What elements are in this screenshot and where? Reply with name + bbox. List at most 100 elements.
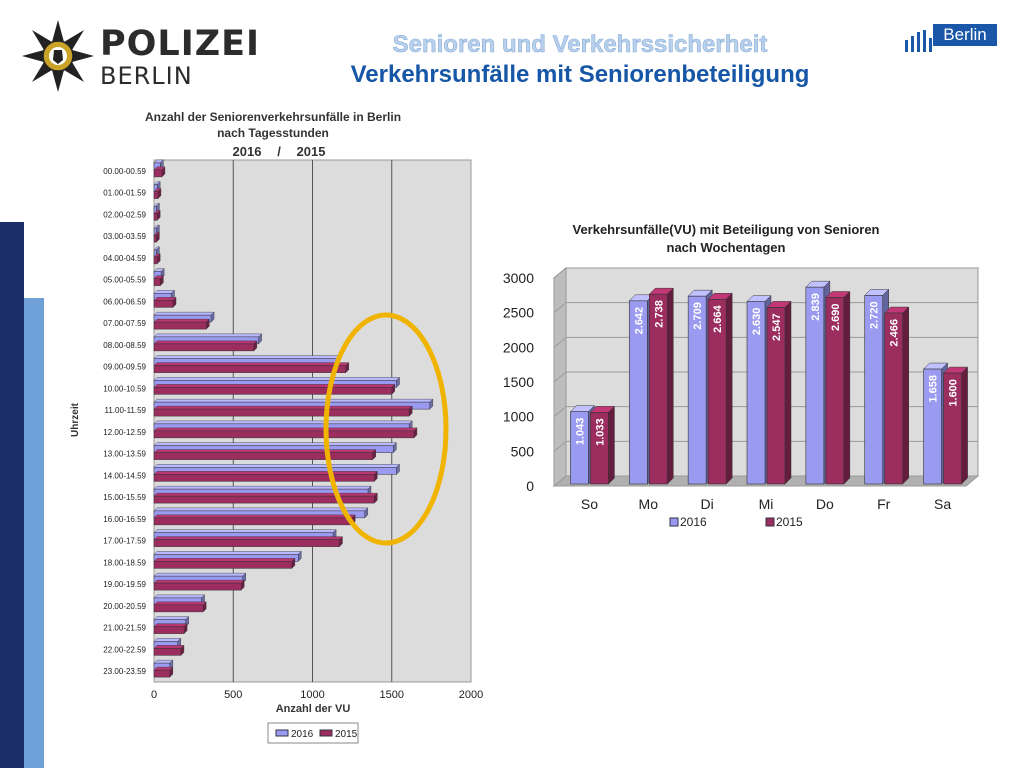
- side-bar-dark: [0, 222, 24, 768]
- weekday-bar-2015-So: 1.033: [589, 405, 616, 485]
- hourly-y-tick-label: 14.00-14.59: [103, 471, 146, 480]
- weekday-x-tick-label: Do: [816, 496, 834, 512]
- hourly-bar-2015-17: [153, 536, 343, 548]
- hourly-bar-2015-18: [153, 557, 296, 569]
- weekday-gridline-wall: [553, 336, 567, 348]
- hourly-bar-2015-12: [153, 427, 418, 439]
- weekday-x-tick-label: Sa: [934, 496, 951, 512]
- berlin-bars-icon: [905, 30, 933, 52]
- weekday-bar-2016-So: 1.043: [569, 405, 596, 485]
- weekday-data-label: 2.738: [653, 300, 665, 328]
- hourly-bar-2015-13: [153, 449, 377, 461]
- weekday-title-line-2: nach Wochentagen: [667, 240, 786, 255]
- weekday-bar-2015-Mo: 2.738: [648, 287, 674, 485]
- hourly-y-tick-label: 15.00-15.59: [103, 493, 146, 502]
- hourly-y-tick-label: 16.00-16.59: [103, 515, 146, 524]
- weekday-y-tick-label: 2500: [503, 305, 534, 321]
- hourly-bar-2016-14: [153, 463, 400, 475]
- hourly-y-tick-label: 05.00-05.59: [103, 276, 146, 285]
- legend-swatch-2016: [275, 729, 289, 737]
- hourly-bar-2015-3: [153, 231, 160, 243]
- weekday-bar-2016-Sa: 1.658: [922, 362, 949, 485]
- hourly-y-tick-label: 08.00-08.59: [103, 341, 146, 350]
- hourly-bar-2016-16: [153, 507, 369, 519]
- weekday-data-label: 2.630: [751, 308, 763, 336]
- title-line-1: Senioren und Verkehrssicherheit: [392, 31, 768, 59]
- weekday-data-label: 2.839: [810, 293, 822, 321]
- weekday-accidents-chart: Verkehrsunfälle(VU) mit Beteiligung von …: [503, 222, 980, 529]
- weekday-y-tick-label: 2000: [503, 339, 534, 355]
- hourly-x-tick-label: 0: [151, 689, 157, 701]
- hourly-y-tick-label: 22.00-22.59: [103, 645, 146, 654]
- hourly-bar-2015-20: [153, 601, 207, 613]
- hourly-legend: 2016 2015: [267, 722, 359, 744]
- berlin-logo-text: Berlin: [933, 24, 997, 46]
- weekday-y-tick-label: 500: [511, 443, 535, 459]
- weekday-y-tick-label: 3000: [503, 270, 534, 286]
- weekday-data-label: 2.642: [633, 307, 645, 335]
- title-line-2: Verkehrsunfälle mit Seniorenbeteiligung: [350, 61, 810, 88]
- hourly-y-tick-label: 03.00-03.59: [103, 232, 146, 241]
- highlight-ellipse: [323, 312, 449, 546]
- weekday-legend-label-2016: 2016: [680, 515, 707, 529]
- hourly-bar-2015-2: [153, 209, 161, 221]
- hourly-x-tick-label: 500: [224, 689, 242, 701]
- hourly-bar-2016-20: [153, 594, 206, 606]
- hourly-y-tick-label: 18.00-18.59: [103, 558, 146, 567]
- weekday-data-label: 1.043: [574, 418, 586, 446]
- weekday-x-tick-label: Mo: [639, 496, 659, 512]
- weekday-legend-label-2015: 2015: [776, 515, 803, 529]
- hourly-bar-2015-8: [153, 340, 258, 352]
- hourly-bar-2015-23: [153, 666, 174, 678]
- hourly-y-tick-label: 20.00-20.59: [103, 602, 146, 611]
- hourly-y-tick-label: 02.00-02.59: [103, 210, 146, 219]
- weekday-bar-2015-Sa: 1.600: [942, 366, 969, 485]
- hourly-bar-2015-19: [153, 579, 245, 591]
- hourly-bar-2015-15: [153, 492, 378, 504]
- weekday-data-label: 2.466: [889, 319, 901, 347]
- hourly-y-tick-label: 17.00-17.59: [103, 537, 146, 546]
- hourly-bar-2015-4: [153, 253, 161, 265]
- hourly-title-line-1: Anzahl der Seniorenverkehrsunfälle in Be…: [145, 110, 401, 124]
- berlin-logo: Berlin: [905, 24, 997, 52]
- weekday-gridline-wall: [553, 406, 567, 418]
- weekday-bar-2015-Fr: 2.466: [884, 306, 910, 485]
- weekday-y-tick-label: 0: [526, 478, 534, 494]
- hourly-y-axis-label: Uhrzeit: [70, 402, 81, 437]
- legend-label-2016: 2016: [291, 729, 314, 740]
- hourly-bar-2015-16: [153, 514, 356, 526]
- hourly-y-tick-label: 13.00-13.59: [103, 450, 146, 459]
- hourly-bar-2015-9: [153, 362, 350, 374]
- hourly-bar-2015-11: [153, 405, 413, 417]
- weekday-title-line-1: Verkehrsunfälle(VU) mit Beteiligung von …: [572, 222, 879, 237]
- hourly-y-tick-label: 01.00-01.59: [103, 189, 146, 198]
- police-star-icon: [22, 20, 94, 92]
- weekday-gridline-wall: [553, 302, 567, 314]
- hourly-title-slash: /: [277, 144, 281, 159]
- hourly-y-tick-label: 06.00-06.59: [103, 297, 146, 306]
- weekday-y-tick-label: 1500: [503, 374, 534, 390]
- hourly-x-axis-label: Anzahl der VU: [276, 703, 351, 715]
- hourly-y-tick-label: 21.00-21.59: [103, 624, 146, 633]
- weekday-bar-2015-Do: 2.690: [825, 290, 851, 485]
- weekday-data-label: 2.664: [712, 304, 724, 332]
- hourly-bar-2016-21: [153, 616, 190, 628]
- hourly-bar-2016-17: [153, 529, 337, 541]
- weekday-gridline-wall: [553, 267, 567, 279]
- hourly-title-year-2015: 2015: [297, 144, 326, 159]
- weekday-data-label: 1.033: [594, 418, 606, 446]
- hourly-x-tick-label: 1500: [380, 689, 404, 701]
- hourly-bar-2016-15: [153, 485, 372, 497]
- weekday-data-label: 2.709: [692, 302, 704, 330]
- weekday-x-tick-label: Mi: [759, 496, 774, 512]
- weekday-x-tick-label: So: [581, 496, 598, 512]
- hourly-title-line-2: nach Tagesstunden: [217, 126, 329, 140]
- hourly-y-tick-label: 19.00-19.59: [103, 580, 146, 589]
- weekday-bar-2015-Di: 2.664: [707, 292, 733, 485]
- hourly-bar-2015-22: [153, 644, 185, 656]
- weekday-y-tick-label: 1000: [503, 409, 534, 425]
- hourly-bar-2015-5: [153, 275, 164, 287]
- hourly-bar-2015-0: [153, 166, 166, 178]
- hourly-bar-2015-21: [153, 623, 188, 635]
- legend-label-2015: 2015: [335, 729, 358, 740]
